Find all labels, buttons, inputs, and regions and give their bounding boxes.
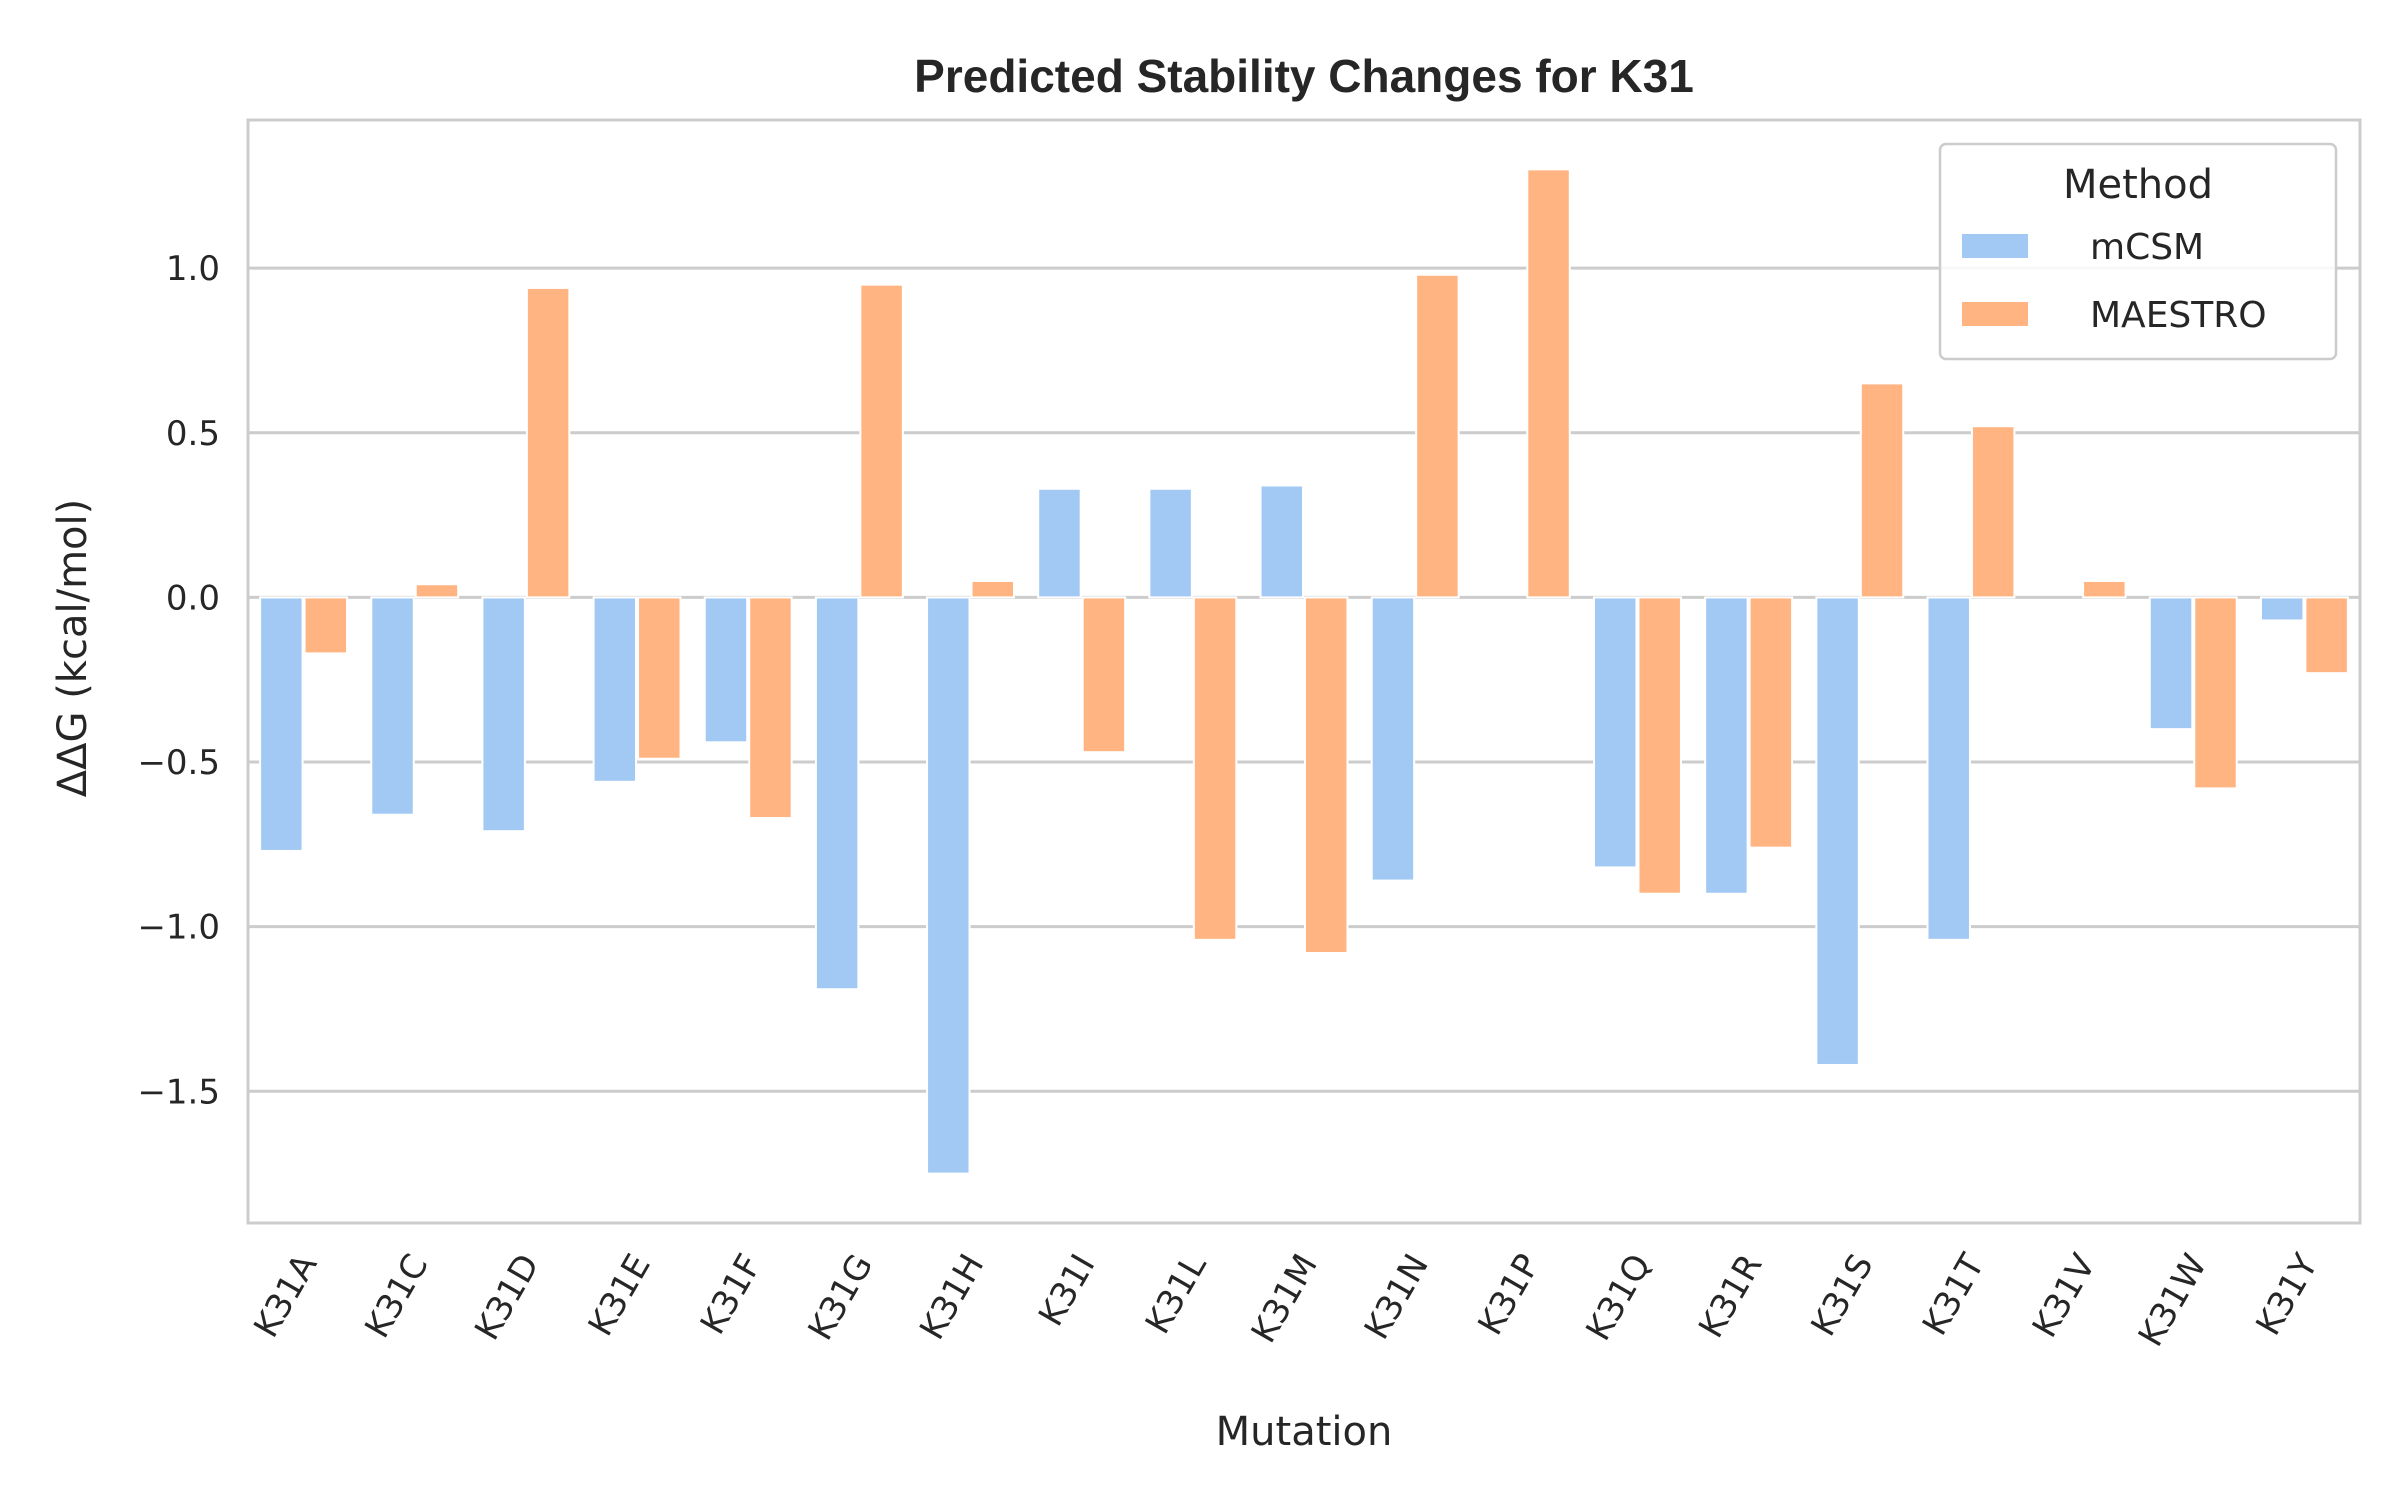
- y-tick-label: −0.5: [137, 743, 220, 783]
- x-tick-label: K31L: [1138, 1247, 1215, 1340]
- bar-mcsm-k31a: [259, 596, 304, 852]
- bar-maestro-k31y: [2304, 596, 2349, 675]
- y-tick-labels: 1.0 0.5 0.0 −0.5 −1.0 −1.5: [137, 249, 220, 1112]
- bar-mcsm-k31g: [814, 596, 860, 991]
- bar-maestro-k31p: [1526, 168, 1571, 599]
- bar-mcsm-k31q: [1593, 596, 1638, 869]
- bar-mcsm-k31s: [1815, 596, 1860, 1066]
- bar-mcsm-k31c: [370, 596, 415, 816]
- bar-maestro-k31q: [1637, 596, 1682, 895]
- bar-maestro-k31g: [859, 283, 904, 599]
- bar-mcsm-k31e: [592, 596, 638, 783]
- x-tick-label: K31T: [1915, 1247, 1993, 1342]
- y-tick-label: −1.0: [137, 908, 220, 948]
- bar-maestro-k31l: [1192, 596, 1238, 941]
- bar-mcsm-k31h: [926, 596, 971, 1175]
- x-tick-label: K31F: [693, 1248, 770, 1342]
- x-tick-label: K31N: [1357, 1248, 1437, 1347]
- bar-maestro-k31s: [1859, 382, 1905, 599]
- bar-maestro-k31d: [525, 286, 571, 599]
- legend-label-mcsm: mCSM: [2090, 227, 2204, 268]
- bar-mcsm-k31f: [703, 596, 749, 744]
- bar-maestro-k31c: [414, 583, 460, 599]
- legend-swatch-maestro: [1962, 302, 2028, 326]
- bar-maestro-k31m: [1304, 596, 1349, 955]
- x-tick-label: K31D: [467, 1248, 548, 1347]
- x-tick-label: K31G: [801, 1248, 882, 1348]
- bar-maestro-k31h: [970, 579, 1015, 599]
- legend-swatch-mcsm: [1962, 234, 2028, 258]
- chart-title: Predicted Stability Changes for K31: [914, 50, 1694, 102]
- plot-frame: [246, 118, 2362, 1225]
- x-tick-label: K31S: [1803, 1248, 1881, 1343]
- bar-mcsm-k31i: [1037, 487, 1082, 599]
- bar-maestro-k31v: [2082, 579, 2127, 599]
- legend: Method mCSM MAESTRO: [1938, 142, 2338, 361]
- bar-maestro-k31f: [748, 596, 793, 820]
- y-tick-label: −1.5: [137, 1072, 220, 1112]
- x-tick-label: K31R: [1691, 1248, 1770, 1345]
- bar-mcsm-k31w: [2148, 596, 2194, 731]
- y-tick-label: 0.0: [166, 578, 220, 618]
- bar-mcsm-k31t: [1926, 596, 1971, 941]
- x-tick-label: K31P: [1470, 1248, 1548, 1343]
- x-tick-label: K31A: [246, 1248, 325, 1345]
- y-tick-label: 1.0: [166, 249, 220, 289]
- x-tick-label: K31Y: [2248, 1247, 2326, 1342]
- x-tick-label: K31H: [912, 1248, 992, 1347]
- x-tick-label: K31V: [2025, 1248, 2104, 1345]
- bar-maestro-k31w: [2193, 596, 2238, 790]
- bar-mcsm-k31l: [1148, 487, 1193, 599]
- x-tick-label: K31C: [357, 1248, 436, 1345]
- bar-maestro-k31e: [637, 596, 682, 760]
- bar-maestro-k31r: [1748, 596, 1794, 849]
- legend-title: Method: [2063, 162, 2213, 208]
- bar-maestro-k31a: [303, 596, 349, 655]
- bar-maestro-k31n: [1415, 273, 1460, 599]
- y-axis-label: ΔΔG (kcal/mol): [50, 499, 96, 797]
- bar-mcsm-k31y: [2259, 596, 2305, 622]
- x-tick-labels: K31A K31C K31D K31E K31F K31G K31H K31I K31L K31M…: [246, 1247, 2326, 1353]
- legend-label-maestro: MAESTRO: [2090, 295, 2267, 336]
- bar-mcsm-k31d: [481, 596, 526, 833]
- x-tick-label: K31W: [2131, 1248, 2215, 1354]
- x-tick-label: K31Q: [1578, 1248, 1659, 1348]
- x-tick-label: K31I: [1031, 1248, 1103, 1333]
- legend-frame: [1938, 142, 2338, 361]
- bar-mcsm-k31r: [1704, 596, 1749, 895]
- bar-maestro-k31i: [1081, 596, 1127, 754]
- bar-mcsm-k31n: [1370, 596, 1416, 882]
- x-tick-label: K31M: [1244, 1248, 1326, 1350]
- bar-mcsm-k31m: [1259, 484, 1305, 599]
- bars: [259, 168, 2349, 1175]
- y-tick-label: 0.5: [166, 414, 220, 454]
- x-tick-label: K31E: [581, 1248, 659, 1343]
- bar-maestro-k31t: [1970, 425, 2016, 599]
- x-axis-label: Mutation: [1216, 1409, 1393, 1455]
